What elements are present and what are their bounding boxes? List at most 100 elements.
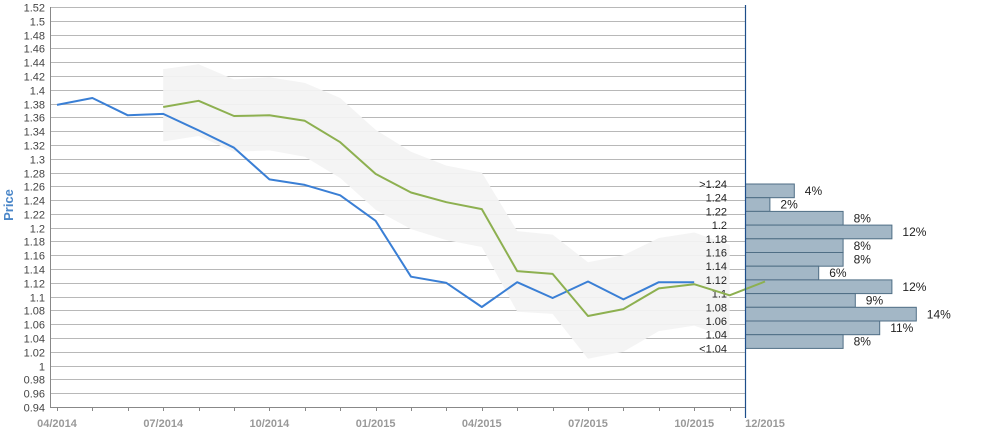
actual-data-point <box>657 280 661 284</box>
y-tick-label: 1.52 <box>24 3 45 15</box>
forecast-data-point <box>338 140 342 144</box>
x-tick-label: 10/2015 <box>674 418 714 430</box>
y-tick-label: 1.18 <box>24 237 45 249</box>
y-tick-label: 1.14 <box>24 265 45 277</box>
x-tick-label: 10/2014 <box>250 418 291 430</box>
distribution-bar <box>745 224 893 240</box>
distribution-bar <box>745 306 917 322</box>
y-tick-label: 1.28 <box>24 169 45 181</box>
actual-data-point <box>586 280 590 284</box>
y-tick-label: 1.38 <box>24 100 45 112</box>
forecast-band-area <box>163 64 730 359</box>
distribution-value-label: 8% <box>854 211 872 225</box>
distribution-bar <box>745 334 844 349</box>
y-tick-label: 1.48 <box>24 31 45 43</box>
y-tick-label: 1.34 <box>24 127 45 139</box>
distribution-category-label: 1.22 <box>706 206 727 218</box>
y-tick-label: 1.22 <box>24 210 45 222</box>
actual-data-point <box>515 280 519 284</box>
distribution-value-label: 14% <box>927 307 951 321</box>
confidence-band <box>163 64 730 359</box>
y-tick-label: 1.46 <box>24 44 45 56</box>
y-tick-label: 1 <box>39 362 45 374</box>
actual-data-point <box>621 297 625 301</box>
forecast-data-point <box>657 286 661 290</box>
forecast-data-point <box>444 200 448 204</box>
forecast-data-point <box>232 114 236 118</box>
distribution-category-label: >1.24 <box>699 179 727 191</box>
y-tick-label: 1.32 <box>24 141 45 153</box>
y-tick-label: 1.36 <box>24 113 45 125</box>
distribution-bars: 4%2%8%12%8%8%6%12%9%14%11%8%>1.241.241.2… <box>699 179 951 355</box>
x-tick-label: 01/2015 <box>356 418 396 430</box>
distribution-bar <box>745 210 844 226</box>
actual-data-point <box>197 128 201 132</box>
y-tick-label: 1.04 <box>24 334 45 346</box>
distribution-bar <box>745 279 893 295</box>
forecast-data-point <box>303 119 307 123</box>
distribution-category-label: 1.14 <box>706 261 727 273</box>
x-tick-label: 04/2014 <box>37 418 78 430</box>
forecast-data-point <box>374 172 378 176</box>
forecast-data-point <box>267 113 271 117</box>
actual-data-point <box>55 103 59 107</box>
distribution-value-label: 4% <box>805 184 823 198</box>
actual-data-point <box>551 296 555 300</box>
axes: 0.940.960.9811.021.041.061.081.11.121.14… <box>24 3 785 431</box>
forecast-data-point <box>621 307 625 311</box>
y-tick-label: 1.44 <box>24 58 45 70</box>
y-tick-label: 0.94 <box>24 403 45 415</box>
distribution-bar <box>745 293 856 308</box>
forecast-data-point <box>515 269 519 273</box>
actual-data-point <box>267 177 271 181</box>
distribution-bar <box>745 183 795 199</box>
forecast-data-point <box>197 99 201 103</box>
actual-data-point <box>126 113 130 117</box>
x-tick-label: 07/2015 <box>568 418 608 430</box>
forecast-data-point <box>480 207 484 211</box>
distribution-category-label: 1.08 <box>706 302 727 314</box>
y-tick-label: 1.1 <box>30 293 45 305</box>
distribution-bar <box>745 197 771 212</box>
distribution-category-label: 1.12 <box>706 275 727 287</box>
distribution-value-label: 8% <box>854 253 872 267</box>
y-tick-label: 1.3 <box>30 155 45 167</box>
forecast-data-point <box>728 293 732 297</box>
actual-data-point <box>409 275 413 279</box>
actual-data-point <box>90 96 94 100</box>
actual-data-point <box>338 193 342 197</box>
distribution-category-label: 1.04 <box>706 330 727 342</box>
y-tick-label: 1.2 <box>30 224 45 236</box>
actual-data-point <box>374 219 378 223</box>
y-tick-label: 1.24 <box>24 196 45 208</box>
y-tick-label: 1.08 <box>24 306 45 318</box>
distribution-bar <box>745 265 820 281</box>
distribution-value-label: 8% <box>854 335 872 349</box>
distribution-value-label: 2% <box>780 198 798 212</box>
forecast-data-point <box>586 314 590 318</box>
forecast-data-point <box>161 105 165 109</box>
actual-data-point <box>232 146 236 150</box>
distribution-bar <box>745 320 881 336</box>
actual-data-point <box>444 281 448 285</box>
distribution-bar <box>745 238 844 254</box>
y-tick-label: 1.26 <box>24 182 45 194</box>
y-tick-label: 1.5 <box>30 17 45 29</box>
actual-data-point <box>161 112 165 116</box>
distribution-category-label: 1.16 <box>706 248 727 260</box>
x-tick-label: 12/2015 <box>745 418 785 430</box>
distribution-category-label: 1.2 <box>712 220 727 232</box>
distribution-value-label: 9% <box>866 294 884 308</box>
forecast-data-point <box>763 280 767 284</box>
y-tick-label: 1.06 <box>24 320 45 332</box>
distribution-value-label: 12% <box>902 225 926 239</box>
actual-data-point <box>480 305 484 309</box>
y-tick-label: 1.4 <box>30 86 45 98</box>
distribution-value-label: 6% <box>829 266 847 280</box>
y-tick-label: 1.16 <box>24 251 45 263</box>
distribution-value-label: 8% <box>854 239 872 253</box>
distribution-value-label: 12% <box>902 280 926 294</box>
x-tick-label: 07/2014 <box>143 418 184 430</box>
y-axis-label: Price <box>1 189 16 221</box>
